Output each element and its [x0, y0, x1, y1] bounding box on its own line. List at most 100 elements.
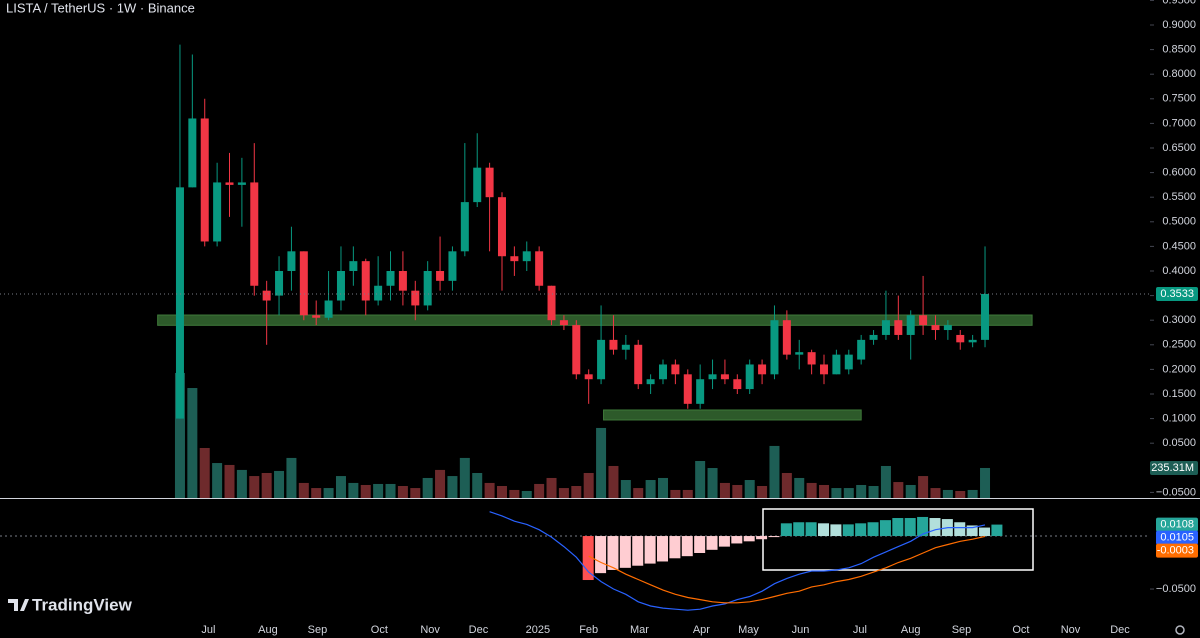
volume-bar	[286, 457, 297, 498]
volume-bar	[893, 482, 904, 498]
y-tick-label: 0.9000	[1162, 19, 1196, 31]
histogram-bar	[830, 524, 842, 537]
candle-body	[919, 315, 928, 326]
candle-body	[349, 261, 358, 271]
volume-bar	[422, 477, 433, 498]
symbol-title: LISTA / TetherUS · 1W · Binance	[6, 0, 195, 15]
volume-bar	[831, 488, 842, 498]
candle-body	[324, 300, 333, 318]
value-tag-label: 0.0105	[1160, 531, 1194, 543]
histogram-bar	[731, 536, 743, 544]
candle-body	[175, 187, 184, 419]
candle-body	[213, 182, 222, 242]
y-tick-label: 0.7000	[1162, 117, 1196, 129]
candle-body	[572, 325, 581, 375]
x-tick-label: Sep	[308, 624, 328, 636]
candle-body	[943, 325, 952, 331]
gear[interactable]	[1175, 625, 1185, 635]
x-tick-label: Aug	[901, 624, 921, 636]
candle-body	[200, 118, 209, 242]
volume-bar	[880, 465, 891, 498]
candle-body	[411, 290, 420, 306]
candle-body	[262, 290, 271, 301]
candle-body	[621, 344, 630, 350]
logo: TradingView	[8, 595, 133, 614]
volume-bar	[373, 483, 384, 498]
x-tick-label: Feb	[579, 624, 598, 636]
candle-body	[683, 374, 692, 404]
volume-bar	[732, 484, 743, 498]
volume-bar	[509, 489, 520, 498]
volume-bar	[199, 447, 210, 498]
volume-last-label: 235.31M	[1151, 462, 1194, 474]
volume-bar	[967, 489, 978, 498]
volume-bar	[695, 460, 706, 498]
y-tick-label: 0.4500	[1162, 240, 1196, 252]
histogram-bar	[805, 522, 817, 537]
histogram-bar	[780, 523, 792, 537]
histogram-bar	[768, 536, 780, 538]
volume-bar	[435, 469, 446, 498]
support-zone	[157, 314, 1033, 326]
histogram-bar	[743, 536, 755, 542]
highlight-box	[762, 508, 1034, 571]
candle-body	[535, 251, 544, 286]
candle-body	[510, 256, 519, 262]
brand-name: TradingView	[32, 595, 133, 614]
value-tag-label: -0.0003	[1157, 544, 1194, 556]
x-tick-label: Sep	[952, 624, 972, 636]
volume-bar	[236, 469, 247, 498]
y-tick-label: 0.1500	[1162, 388, 1196, 400]
value-tag	[1156, 530, 1198, 545]
volume-bar	[942, 489, 953, 498]
histogram-bar	[954, 522, 966, 537]
histogram-bar	[706, 536, 718, 550]
candle-body	[597, 339, 606, 380]
volume-bar	[633, 488, 644, 498]
volume-bar	[397, 486, 408, 498]
candle-body	[820, 364, 829, 375]
value-tag	[1150, 460, 1198, 475]
candle-body	[832, 354, 841, 375]
y-tick-label: 0.8000	[1162, 68, 1196, 80]
volume-bar	[496, 486, 507, 498]
candle-body	[497, 197, 506, 257]
x-tick-label: Oct	[371, 624, 388, 636]
settings-icon[interactable]	[1175, 625, 1185, 635]
candle-body	[795, 352, 804, 355]
histogram-bar	[756, 536, 768, 540]
candle-body	[857, 339, 866, 360]
candle-body	[485, 167, 494, 198]
volume-bar	[348, 482, 359, 498]
histogram-bar	[879, 520, 891, 537]
volume-bar	[596, 427, 607, 498]
volume-bar	[558, 488, 569, 498]
volume-bar	[719, 482, 730, 498]
candle-body	[188, 118, 197, 188]
candle-body	[968, 339, 977, 343]
candle-body	[807, 352, 816, 365]
candle-body	[745, 364, 754, 390]
volume-bar	[298, 482, 309, 498]
candle-body	[250, 182, 259, 286]
candle-body	[473, 167, 482, 203]
histogram-bar	[929, 518, 941, 537]
volume-bar	[521, 490, 532, 498]
histogram-bar	[842, 524, 854, 537]
candle-body	[361, 261, 370, 301]
volume-bar	[657, 477, 668, 498]
volume-bar	[781, 472, 792, 498]
histogram-bar	[718, 536, 730, 547]
candle-body	[374, 285, 383, 301]
y-tick-label: 0.2500	[1162, 339, 1196, 351]
volume-bar	[212, 463, 223, 498]
y-tick-label: 0.7500	[1162, 93, 1196, 105]
volume-bar	[335, 476, 346, 498]
candle-body	[423, 270, 432, 306]
volume-bar	[534, 483, 545, 498]
histogram-bar	[607, 536, 619, 570]
volume-bar	[856, 484, 867, 498]
y-tick-label: −0.0500	[1156, 583, 1196, 595]
candle-body	[312, 315, 321, 318]
y-tick-label: 0.9500	[1162, 0, 1196, 6]
